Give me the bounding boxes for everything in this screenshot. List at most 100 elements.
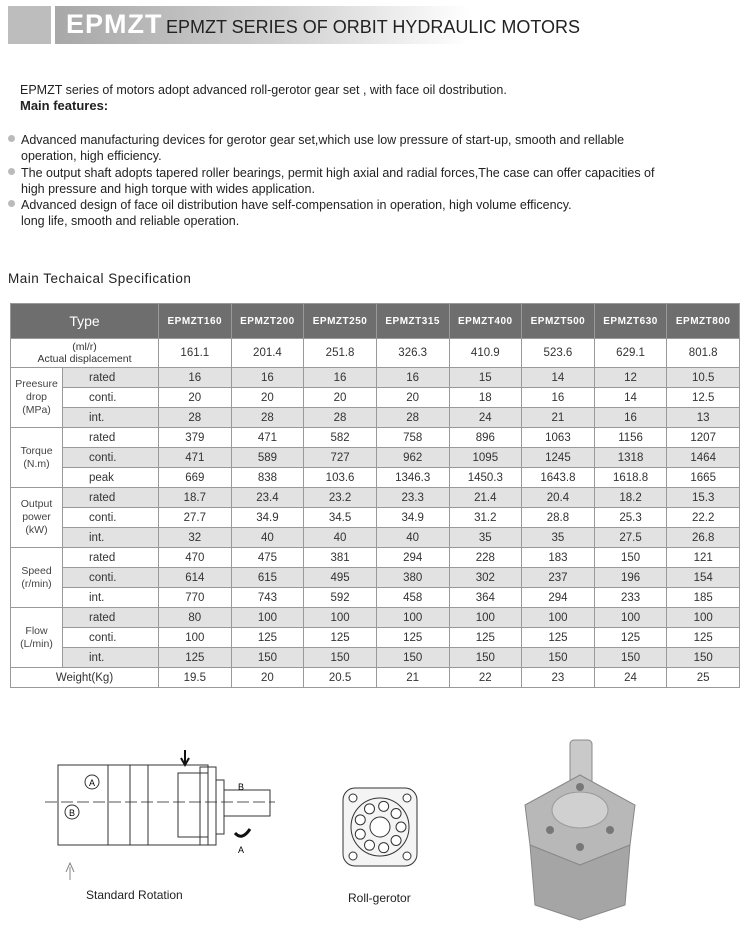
cell: 34.5 <box>303 507 377 528</box>
cell: 125 <box>666 627 740 648</box>
cell: 364 <box>448 587 523 608</box>
table-row: int. 770 743 592 458 364 294 233 185 <box>11 587 740 608</box>
port-b-icon <box>64 804 80 820</box>
cell: 20 <box>230 387 305 408</box>
cell: 21 <box>521 407 595 428</box>
cell: 458 <box>375 587 450 608</box>
cell: 23 <box>521 667 595 688</box>
sub-label: conti. <box>62 387 159 408</box>
bullet-icon <box>8 135 15 142</box>
sub-label: conti. <box>62 567 159 588</box>
cell: 100 <box>448 607 523 628</box>
cell: 27.7 <box>158 507 232 528</box>
cell: 25 <box>666 667 740 688</box>
arrow-down-icon <box>180 750 190 768</box>
svg-text:A: A <box>89 778 95 788</box>
cell: 28.8 <box>521 507 595 528</box>
svg-text:B: B <box>69 808 75 818</box>
bullet-icon <box>8 200 15 208</box>
cell: 12.5 <box>666 387 740 408</box>
cell: 20 <box>375 387 450 408</box>
cell: 100 <box>593 607 668 628</box>
feature-item: The output shaft adopts tapered roller b… <box>8 165 748 198</box>
cell: 35 <box>448 527 523 548</box>
table-row: Torque (N.m) rated 379 471 582 758 896 1063 1156 1… <box>10 427 740 488</box>
cell: 150 <box>230 647 305 668</box>
rotation-arrow-icon <box>233 828 252 838</box>
standard-rotation-drawing: A B B A <box>45 750 275 880</box>
sub-label: peak <box>62 467 159 488</box>
model-header: EPMZT200 <box>230 303 305 339</box>
cell: 22.2 <box>666 507 740 528</box>
svg-text:A: A <box>238 845 244 855</box>
cell: 470 <box>158 547 232 568</box>
roller <box>378 800 390 812</box>
model-header: EPMZT160 <box>158 303 232 339</box>
cell: 21.4 <box>448 487 523 508</box>
cell: 150 <box>521 647 595 668</box>
svg-text:B: B <box>238 782 244 792</box>
cell: 233 <box>593 587 668 608</box>
sub-label: rated <box>62 547 159 568</box>
feature-line: The output shaft adopts tapered roller b… <box>21 165 655 180</box>
group-label: Flow (L/min) <box>10 607 63 668</box>
group-label: Speed (r/min) <box>10 547 63 608</box>
cell: 150 <box>448 647 523 668</box>
cell: 801.8 <box>666 338 740 368</box>
cell: 16 <box>593 407 668 428</box>
features-list: Advanced manufacturing devices for gerot… <box>8 132 748 230</box>
cell: 251.8 <box>303 338 377 368</box>
cell: 125 <box>303 627 377 648</box>
banner-bar <box>55 6 608 44</box>
cell: 471 <box>158 447 232 468</box>
cell: 19.5 <box>158 667 232 688</box>
cell: 150 <box>593 547 668 568</box>
features-heading: Main features: <box>20 98 109 113</box>
displacement-text: Actual displacement <box>37 353 132 365</box>
cell: 1346.3 <box>375 467 450 488</box>
table-row: conti. 100 125 125 125 125 125 125 125 <box>11 627 740 648</box>
cell: 326.3 <box>375 338 450 368</box>
table-row: conti. 20 20 20 20 18 16 14 12.5 <box>11 387 740 408</box>
cell: 20 <box>303 387 377 408</box>
port-a-icon <box>84 774 100 790</box>
roller <box>390 834 402 846</box>
cell: 16 <box>230 367 305 388</box>
cell: 24 <box>448 407 523 428</box>
cell: 125 <box>448 627 523 648</box>
cell: 1665 <box>666 467 740 488</box>
cell: 629.1 <box>593 338 668 368</box>
spline-gear <box>369 816 391 838</box>
cell: 615 <box>230 567 305 588</box>
bullet-icon <box>8 167 15 175</box>
cell: 125 <box>375 627 450 648</box>
model-header: EPMZT800 <box>666 303 740 339</box>
cell: 121 <box>666 547 740 568</box>
model-header: EPMZT250 <box>303 303 377 339</box>
group-label: Preesure drop (MPa) <box>10 367 63 428</box>
cell: 758 <box>375 427 450 448</box>
cell: 20.4 <box>521 487 595 508</box>
cell: 1095 <box>448 447 523 468</box>
model-header: EPMZT630 <box>593 303 668 339</box>
cell: 40 <box>375 527 450 548</box>
model-header: EPMZT400 <box>448 303 523 339</box>
cell: 20.5 <box>303 667 377 688</box>
cell: 228 <box>448 547 523 568</box>
cell: 125 <box>521 627 595 648</box>
sub-label: rated <box>62 487 159 508</box>
cell: 150 <box>303 647 377 668</box>
cell: 27.5 <box>593 527 668 548</box>
page-title: EPMZT SERIES OF ORBIT HYDRAULIC MOTORS <box>166 17 581 37</box>
table-row: peak 669 838 103.6 1346.3 1450.3 1643.8 1618.8 1… <box>11 467 740 488</box>
cell: 727 <box>303 447 377 468</box>
feature-line: operation, high efficiency. <box>21 149 162 164</box>
motor-body <box>529 844 631 921</box>
roller <box>390 808 402 820</box>
roller <box>364 803 375 815</box>
housing-body <box>107 764 209 846</box>
roller <box>354 814 366 826</box>
cell: 103.6 <box>303 467 377 488</box>
sub-label: conti. <box>62 627 159 648</box>
motor-photo <box>524 739 636 921</box>
